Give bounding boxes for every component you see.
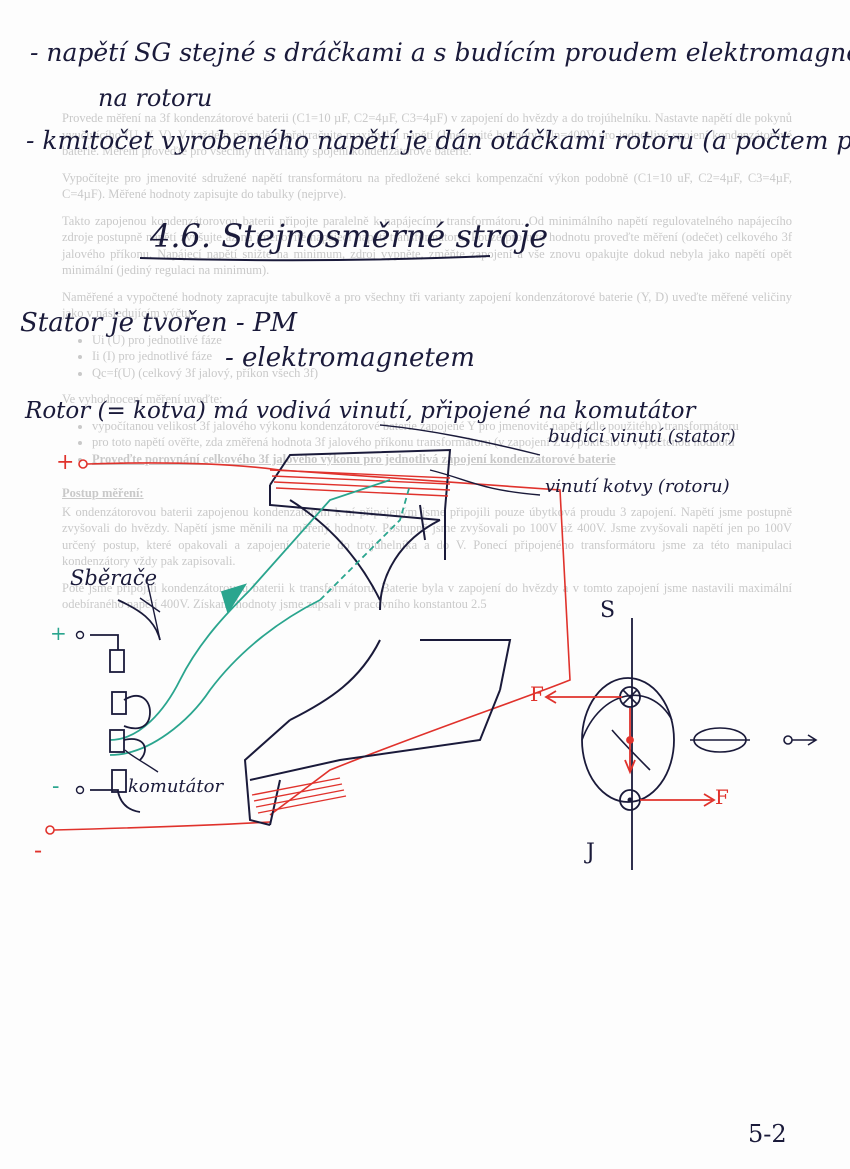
list-item: pro toto napětí ověřte, zda změřená hodn…	[92, 434, 792, 451]
bg-list-1: Ui (U) pro jednotlivé fáze Ii (I) pro je…	[62, 332, 792, 382]
pole-south: S	[600, 598, 616, 623]
pole-north: J	[586, 840, 595, 865]
page-number: 5-2	[748, 1120, 787, 1148]
bg-paragraph-2: Vypočítejte pro jmenovité sdružené napět…	[62, 170, 792, 202]
list-item: Proveďte porovnání celkového 3f jalového…	[92, 451, 792, 468]
bg-paragraph-4: Naměřené a vypočtené hodnoty zapracujte …	[62, 289, 792, 321]
force-vectors	[544, 690, 716, 807]
bg-paragraph-3: Takto zapojenou kondenzátorovou baterii …	[62, 213, 792, 278]
pointer-commutator	[124, 749, 159, 773]
pointer-armature-winding	[429, 469, 541, 496]
field-coil-loop	[269, 469, 571, 816]
title-underline	[139, 255, 491, 262]
label-commutator: komutátor	[128, 776, 224, 797]
label-armature-winding: vinutí kotvy (rotoru)	[545, 476, 730, 497]
polarity-plus-mid: +	[50, 621, 67, 645]
wire-minus-bottom	[53, 821, 271, 831]
bg-paragraph-1: Provede měření na 3f kondenzátorové bate…	[62, 111, 792, 158]
stator-line-2: - elektromagnetem	[225, 343, 475, 373]
list-item: Qc=f(U) (celkový 3f jalový, příkon všech…	[92, 365, 792, 382]
lower-pole-piece	[243, 639, 512, 826]
note-line-2: na rotoru	[98, 84, 213, 112]
upper-coil-windings	[269, 469, 451, 497]
bg-list-2: vypočítanou velikost 3f jalového výkonu …	[62, 418, 792, 468]
polarity-minus-bottom: -	[34, 836, 43, 864]
stator-line-1: Stator je tvořen - PM	[20, 308, 298, 338]
terminal-minus-bottom	[45, 825, 55, 835]
terminal-plus-top	[78, 459, 88, 469]
polarity-plus-top: +	[56, 450, 75, 475]
armature-winding	[109, 479, 411, 756]
terminal-plus-mid	[75, 630, 85, 640]
polarity-minus-mid: -	[52, 774, 60, 799]
pointer-field-winding	[379, 424, 541, 456]
terminal-minus-mid	[75, 785, 85, 795]
list-item: Ui (U) pro jednotlivé fáze	[92, 332, 792, 349]
background-printed-text: Provede měření na 3f kondenzátorové bate…	[62, 110, 792, 623]
section-title: 4.6. Stejnosměrné stroje	[150, 217, 549, 255]
force-label-left: F	[530, 682, 544, 706]
list-item: vypočítanou velikost 3f jalového výkonu …	[92, 418, 792, 435]
label-brushes: Sběrače	[70, 566, 158, 590]
list-item: Ii (I) pro jednotlivé fáze	[92, 348, 792, 365]
lower-coil-windings	[251, 777, 347, 814]
bg-heading-postup: Postup měření:	[62, 486, 144, 500]
label-field-winding: budící vinutí (stator)	[548, 426, 736, 447]
brushes-pointer	[139, 597, 161, 613]
shaft	[690, 727, 818, 753]
rotor-cross-section	[581, 618, 675, 870]
wire-plus-top	[86, 462, 281, 471]
bg-paragraph-5: Ve vyhodnocení měření uveďte:	[62, 392, 223, 406]
rotor-line: Rotor (= kotva) má vodivá vinutí, připoj…	[25, 398, 696, 424]
note-line-1: - napětí SG stejné s dráčkami a s budící…	[30, 38, 850, 67]
force-label-right: F	[715, 785, 729, 809]
note-line-3: - kmitočet vyrobeného napětí je dán otáč…	[26, 126, 850, 155]
pointer-brushes	[147, 584, 161, 641]
